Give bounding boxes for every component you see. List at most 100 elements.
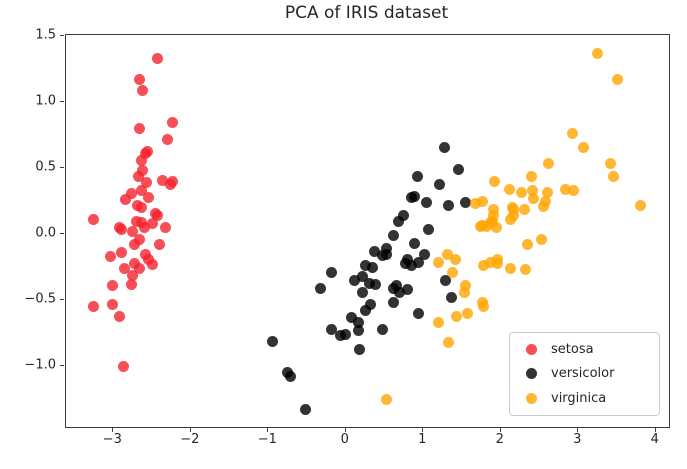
plot-area: setosa versicolor virginica <box>65 34 670 428</box>
scatter-point-setosa <box>159 222 171 234</box>
y-tick-mark <box>60 299 64 301</box>
scatter-point-virginica <box>634 199 646 211</box>
y-tick-label: −1.0 <box>24 357 56 373</box>
scatter-point-versicolor <box>420 197 432 209</box>
x-tick-label: 0 <box>340 432 349 447</box>
scatter-point-setosa <box>138 222 150 234</box>
scatter-point-setosa <box>134 123 146 135</box>
scatter-point-virginica <box>441 248 453 260</box>
x-tick-label: −3 <box>102 432 122 447</box>
scatter-point-versicolor <box>357 286 369 298</box>
scatter-point-versicolor <box>412 170 424 182</box>
scatter-point-virginica <box>461 307 473 319</box>
scatter-point-versicolor <box>393 215 404 227</box>
scatter-point-virginica <box>504 263 516 275</box>
scatter-point-setosa <box>125 187 137 199</box>
scatter-point-virginica <box>567 128 579 140</box>
scatter-point-versicolor <box>360 305 372 317</box>
scatter-point-virginica <box>536 234 548 246</box>
scatter-point-versicolor <box>285 371 297 383</box>
scatter-point-virginica <box>433 317 445 329</box>
scatter-point-versicolor <box>423 223 435 235</box>
y-tick-label: 0.0 <box>35 225 56 241</box>
legend-label-versicolor: versicolor <box>551 366 615 382</box>
scatter-point-setosa <box>167 116 179 128</box>
scatter-point-setosa <box>137 165 149 177</box>
versicolor-marker-icon <box>526 368 537 380</box>
y-tick-label: 1.0 <box>35 93 56 109</box>
scatter-point-virginica <box>525 170 537 182</box>
scatter-point-setosa <box>118 263 130 275</box>
x-tick-label: −2 <box>180 432 200 447</box>
x-tick-label: 4 <box>650 432 659 447</box>
scatter-point-setosa <box>87 301 99 313</box>
scatter-point-versicolor <box>363 277 375 289</box>
scatter-point-versicolor <box>380 248 392 260</box>
y-tick-mark <box>60 365 64 367</box>
scatter-point-virginica <box>490 222 502 234</box>
x-tick-mark <box>499 428 501 432</box>
scatter-point-versicolor <box>390 280 402 292</box>
scatter-point-setosa <box>136 202 148 214</box>
scatter-point-setosa <box>139 148 151 160</box>
y-tick-label: 0.5 <box>35 159 56 175</box>
scatter-point-setosa <box>107 298 118 310</box>
scatter-point-versicolor <box>345 311 357 323</box>
scatter-point-versicolor <box>459 197 471 209</box>
scatter-point-setosa <box>136 185 148 197</box>
scatter-point-virginica <box>478 260 490 272</box>
scatter-point-versicolor <box>388 230 400 242</box>
scatter-point-setosa <box>151 53 163 65</box>
scatter-point-versicolor <box>354 343 366 355</box>
scatter-point-setosa <box>165 178 177 190</box>
y-tick-mark <box>60 233 64 235</box>
scatter-point-versicolor <box>267 335 279 347</box>
scatter-point-versicolor <box>413 307 425 319</box>
scatter-point-setosa <box>135 154 147 166</box>
scatter-point-virginica <box>458 286 470 298</box>
legend-item-setosa: setosa <box>510 337 659 361</box>
scatter-point-setosa <box>142 191 154 203</box>
scatter-point-virginica <box>459 280 471 292</box>
scatter-point-versicolor <box>443 199 455 211</box>
scatter-point-versicolor <box>413 256 425 268</box>
scatter-point-versicolor <box>360 260 372 272</box>
scatter-point-setosa <box>162 133 174 145</box>
scatter-point-virginica <box>492 253 504 265</box>
scatter-point-versicolor <box>387 297 399 309</box>
scatter-point-setosa <box>134 234 146 246</box>
legend-item-virginica: virginica <box>510 387 659 411</box>
y-tick-label: 1.5 <box>35 27 56 43</box>
scatter-point-versicolor <box>315 282 327 294</box>
x-tick-mark <box>422 428 424 432</box>
y-tick-mark <box>60 101 64 103</box>
scatter-point-setosa <box>134 74 146 86</box>
scatter-point-setosa <box>146 259 158 271</box>
scatter-point-setosa <box>105 251 117 263</box>
x-tick-mark <box>267 428 269 432</box>
scatter-point-versicolor <box>369 278 381 290</box>
scatter-point-versicolor <box>348 274 360 286</box>
scatter-point-setosa <box>117 360 129 372</box>
scatter-point-virginica <box>520 264 532 276</box>
scatter-point-setosa <box>107 280 118 292</box>
scatter-point-virginica <box>503 183 515 195</box>
scatter-point-versicolor <box>453 164 465 176</box>
scatter-point-virginica <box>608 170 620 182</box>
scatter-point-versicolor <box>356 271 368 283</box>
scatter-point-setosa <box>134 263 146 275</box>
scatter-point-virginica <box>508 203 520 215</box>
x-tick-mark <box>654 428 656 432</box>
x-tick-mark <box>577 428 579 432</box>
scatter-point-setosa <box>132 170 144 182</box>
scatter-point-virginica <box>451 310 463 322</box>
y-tick-label: −0.5 <box>24 291 56 307</box>
scatter-point-virginica <box>518 203 530 215</box>
scatter-point-setosa <box>128 257 140 269</box>
legend-label-virginica: virginica <box>551 391 607 407</box>
setosa-marker-icon <box>526 343 537 355</box>
scatter-point-virginica <box>478 301 490 313</box>
scatter-point-versicolor <box>376 323 388 335</box>
scatter-point-setosa <box>113 310 125 322</box>
